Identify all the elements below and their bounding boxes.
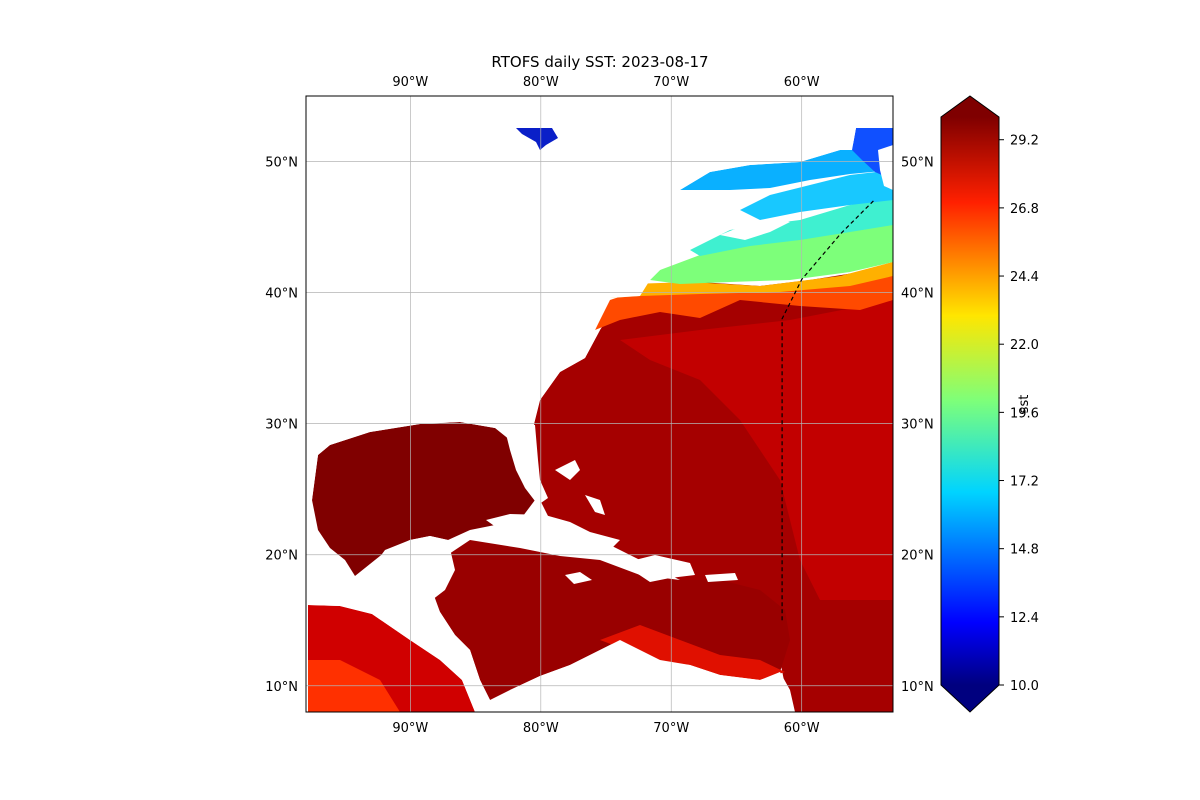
colorbar-extend-min (941, 685, 999, 712)
colorbar-tick-label: 14.8 (1010, 543, 1039, 558)
newfoundland-land (878, 145, 893, 190)
lat-label-right: 30°N (901, 418, 934, 433)
colorbar-gradient (941, 117, 999, 685)
colorbar-outline (940, 95, 1000, 713)
colorbar-tick-label: 12.4 (1010, 611, 1039, 626)
colorbar-tick-label: 10.0 (1010, 679, 1039, 694)
colorbar-tick-label: 29.2 (1010, 134, 1039, 149)
north-america-land (306, 96, 893, 520)
lat-label-right: 50°N (901, 156, 934, 171)
lat-label-left: 50°N (265, 156, 298, 171)
hispaniola-land (635, 555, 695, 582)
lat-label-right: 20°N (901, 549, 934, 564)
lat-label-left: 40°N (265, 287, 298, 302)
map-frame (305, 95, 894, 713)
colorbar-tick-label: 26.8 (1010, 202, 1039, 217)
lat-label-left: 20°N (265, 549, 298, 564)
sst-map (306, 96, 893, 712)
lon-label-top: 90°W (392, 75, 428, 90)
colorbar-ticks: 10.0 12.4 14.8 17.2 19.6 22.0 24.4 26.8 29.2 (999, 134, 1039, 694)
hudson-inlet-water (516, 128, 558, 150)
yucatan-central-america-land (308, 536, 498, 712)
bahamas-land (555, 460, 605, 515)
southern-caribbean-warm (600, 625, 785, 680)
gulf-of-maine (690, 195, 893, 256)
longitude-labels-bottom: 90°W 80°W 70°W 60°W (392, 721, 819, 736)
colorbar-tick-label: 24.4 (1010, 270, 1039, 285)
lon-label-bottom: 70°W (653, 721, 689, 736)
south-america-land (510, 640, 795, 712)
scotian-shelf (740, 170, 893, 220)
gulf-of-mexico (312, 422, 535, 576)
puerto-rico-land (705, 573, 738, 582)
map-title: RTOFS daily SST: 2023-08-17 (491, 53, 708, 71)
longitude-labels-top: 90°W 80°W 70°W 60°W (392, 75, 819, 90)
lon-label-bottom: 90°W (392, 721, 428, 736)
lon-label-top: 70°W (653, 75, 689, 90)
nova-scotia-land (720, 218, 790, 240)
lat-label-right: 40°N (901, 287, 934, 302)
dashed-boundary-line (781, 200, 874, 621)
sargasso-sea (620, 300, 893, 600)
lon-label-bottom: 60°W (784, 721, 820, 736)
lat-label-left: 30°N (265, 418, 298, 433)
colorbar-extend-max (941, 96, 999, 117)
lat-label-left: 10°N (265, 680, 298, 695)
colorbar-label: sst (1017, 395, 1032, 414)
colorbar-tick-label: 22.0 (1010, 338, 1039, 353)
lat-label-right: 10°N (901, 680, 934, 695)
colorbar-tick-label: 19.6 (1010, 406, 1039, 421)
gulf-stream-north-wall (610, 262, 893, 298)
lon-label-bottom: 80°W (523, 721, 559, 736)
latitude-labels-left: 10°N 20°N 30°N 40°N 50°N (265, 156, 298, 695)
colorbar: 10.0 12.4 14.8 17.2 19.6 22.0 24.4 26.8 29.2 sst (940, 95, 1039, 713)
lon-label-top: 80°W (523, 75, 559, 90)
jamaica-land (565, 572, 592, 584)
latitude-labels-right: 10°N 20°N 30°N 40°N 50°N (901, 156, 934, 695)
lon-label-top: 60°W (784, 75, 820, 90)
colorbar-tick-label: 17.2 (1010, 475, 1039, 490)
cuba-land (486, 514, 620, 548)
gulf-of-st-lawrence (680, 140, 893, 190)
florida-land (505, 420, 548, 505)
